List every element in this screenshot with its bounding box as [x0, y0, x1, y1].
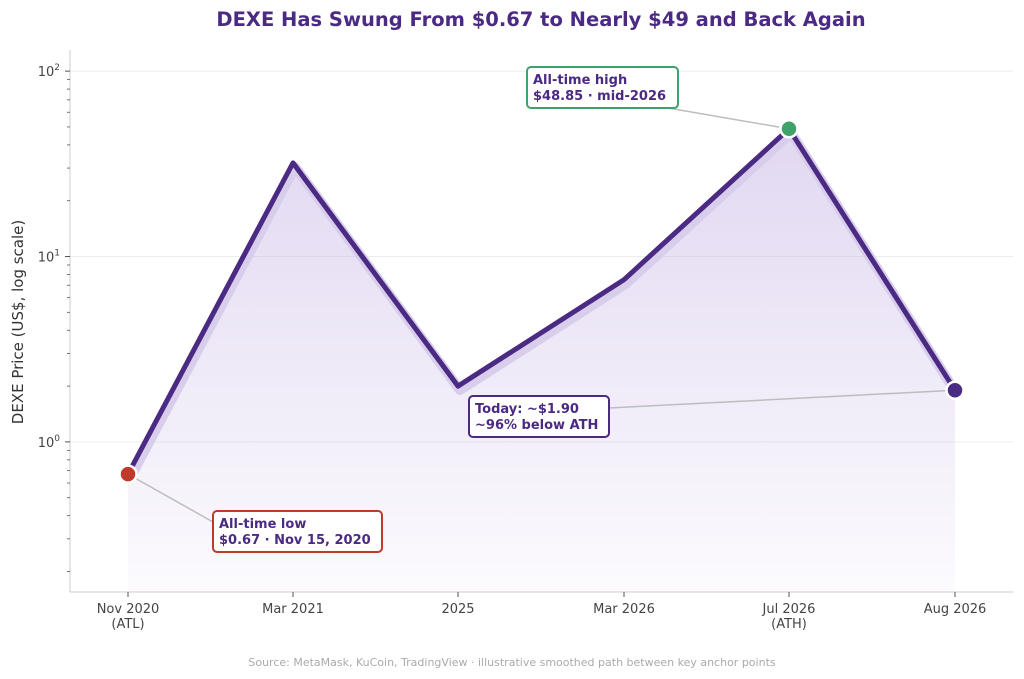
- ath-annotation-line-1: $48.85 · mid-2026: [533, 89, 666, 104]
- annotation-layer: All-time high$48.85 · mid-2026 Today: ~$1…: [212, 66, 679, 553]
- x-tick-label-2: 2025: [441, 602, 474, 617]
- axes: 100 101 102 Nov 2020(ATL) Mar 2021 2025 Mar 20…: [38, 50, 1013, 632]
- x-tick-label-4: Jul 2026: [762, 602, 816, 617]
- ath-annotation-line-0: All-time high: [533, 73, 627, 88]
- y-axis-label: DEXE Price (US$, log scale): [9, 220, 27, 424]
- atl-annotation: All-time low$0.67 · Nov 15, 2020: [212, 510, 383, 553]
- ath-point: [779, 119, 799, 139]
- atl-annotation-box: [212, 510, 383, 553]
- x-tick-label-0: Nov 2020: [97, 602, 160, 617]
- ath-annotation-leader: [667, 107, 790, 130]
- series-line: [125, 126, 958, 477]
- today-annotation-line-0: Today: ~$1.90: [475, 402, 579, 417]
- ath-annotation-box: [526, 66, 679, 109]
- today-annotation-leader: [608, 389, 956, 409]
- ath-annotation: All-time high$48.85 · mid-2026: [526, 66, 679, 109]
- atl-point: [118, 464, 138, 484]
- x-tick-label-1: Mar 2021: [262, 602, 324, 617]
- area-layer: [128, 128, 955, 592]
- atl-annotation-line-1: $0.67 · Nov 15, 2020: [219, 533, 371, 548]
- atl-annotation-leader: [127, 473, 214, 523]
- area-fill: [128, 128, 955, 592]
- marker-layer: [118, 119, 965, 484]
- atl-annotation-line-0: All-time low: [219, 517, 306, 532]
- source-note: Source: MetaMask, KuCoin, TradingView · …: [248, 656, 776, 669]
- series-layer: [125, 126, 962, 484]
- x-tick-sublabel-0: (ATL): [111, 617, 144, 632]
- today-annotation-line-1: ~96% below ATH: [475, 418, 598, 433]
- x-tick-label-5: Aug 2026: [924, 602, 987, 617]
- today-annotation-box: [468, 395, 610, 438]
- leader-lines: [127, 107, 956, 523]
- x-tick-label-3: Mar 2026: [593, 602, 655, 617]
- y-tick-label-1: 101: [38, 249, 60, 266]
- today-point: [945, 380, 965, 400]
- y-tick-label-0: 100: [38, 434, 61, 451]
- y-tick-label-2: 102: [38, 63, 60, 80]
- x-tick-sublabel-4: (ATH): [771, 617, 807, 632]
- today-annotation: Today: ~$1.90~96% below ATH: [468, 395, 610, 438]
- chart-title: DEXE Has Swung From $0.67 to Nearly $49 …: [216, 8, 865, 31]
